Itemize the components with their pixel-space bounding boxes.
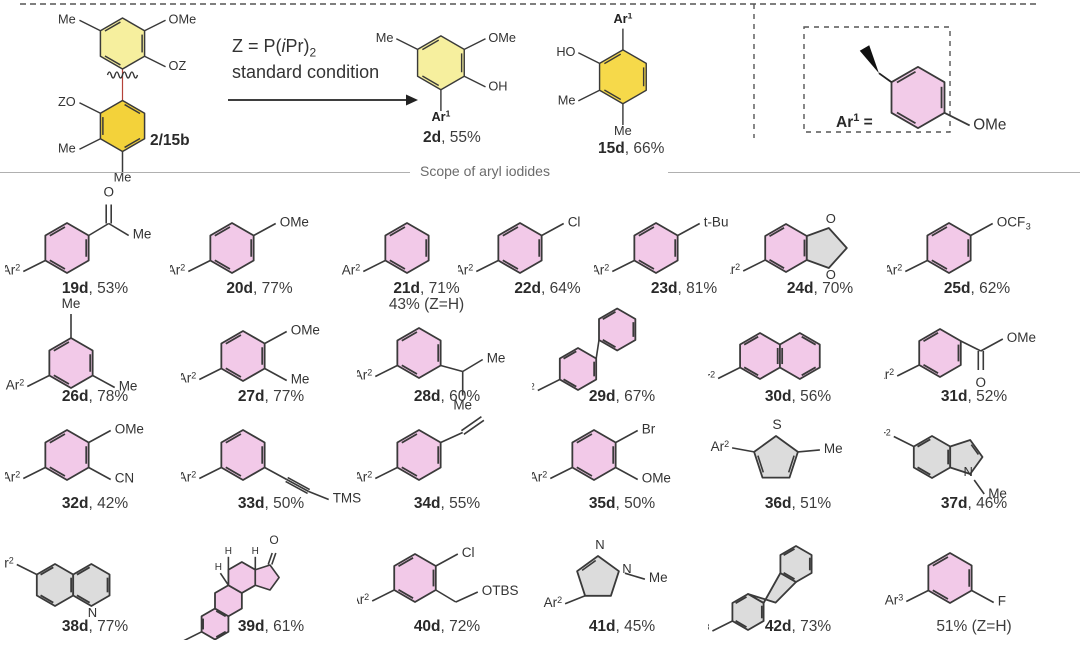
- svg-text:Me: Me: [558, 92, 576, 107]
- svg-text:Ar2: Ar2: [711, 439, 730, 454]
- svg-text:Cl: Cl: [567, 215, 580, 230]
- svg-text:Me: Me: [376, 30, 394, 45]
- svg-text:OCF: OCF: [997, 215, 1025, 230]
- svg-text:OMe: OMe: [169, 12, 197, 27]
- svg-text:OMe: OMe: [291, 323, 320, 338]
- svg-text:Cl: Cl: [462, 545, 475, 560]
- svg-text:Ar2: Ar2: [887, 263, 902, 278]
- svg-text:Me: Me: [487, 351, 506, 366]
- svg-text:S: S: [772, 416, 781, 432]
- svg-text:Me: Me: [824, 441, 843, 456]
- svg-text:OTBS: OTBS: [482, 583, 519, 598]
- svg-text:Ar2: Ar2: [181, 470, 196, 485]
- svg-text:Ar2: Ar2: [181, 371, 196, 386]
- svg-text:N: N: [595, 537, 604, 552]
- svg-text:Ar2: Ar2: [170, 263, 185, 278]
- svg-text:Ar2: Ar2: [532, 470, 547, 485]
- svg-text:Ar2: Ar2: [884, 367, 894, 382]
- svg-text:O: O: [826, 211, 836, 226]
- svg-text:Me: Me: [58, 12, 76, 27]
- svg-text:F: F: [998, 594, 1006, 609]
- svg-text:Ar1: Ar1: [613, 13, 632, 26]
- svg-text:Ar2: Ar2: [884, 428, 891, 443]
- svg-text:CN: CN: [115, 471, 135, 486]
- svg-text:Me: Me: [291, 372, 310, 387]
- svg-text:Me: Me: [133, 227, 152, 242]
- svg-text:Ar2: Ar2: [594, 263, 609, 278]
- svg-text:OH: OH: [488, 78, 507, 93]
- svg-text:Ar2: Ar2: [357, 470, 372, 485]
- svg-text:Me: Me: [62, 296, 81, 311]
- svg-text:H: H: [225, 546, 232, 557]
- svg-text:O: O: [103, 185, 114, 200]
- svg-text:Me: Me: [58, 141, 76, 156]
- svg-text:Ar2: Ar2: [5, 263, 20, 278]
- svg-text:Ar2: Ar2: [341, 263, 360, 278]
- svg-text:Ar2: Ar2: [730, 262, 740, 277]
- svg-text:Ar2: Ar2: [708, 370, 715, 385]
- svg-text:Ar3: Ar3: [885, 593, 904, 608]
- svg-text:Br: Br: [642, 422, 656, 437]
- svg-text:H: H: [252, 546, 259, 557]
- svg-text:Ar2: Ar2: [5, 470, 20, 485]
- svg-text:Ar1: Ar1: [431, 109, 450, 124]
- svg-text:OMe: OMe: [488, 30, 516, 45]
- svg-text:Me: Me: [649, 570, 668, 585]
- svg-text:Ar2: Ar2: [458, 263, 473, 278]
- svg-text:Me: Me: [614, 123, 632, 138]
- svg-text:Ar2: Ar2: [5, 556, 14, 571]
- svg-text:O: O: [269, 533, 278, 547]
- svg-text:HO: HO: [556, 44, 575, 59]
- svg-text:t-Bu: t-Bu: [704, 215, 729, 230]
- svg-text:OMe: OMe: [1007, 330, 1036, 345]
- svg-text:3: 3: [1026, 222, 1031, 232]
- svg-text:Ar2: Ar2: [357, 368, 372, 383]
- svg-text:OZ: OZ: [169, 58, 187, 73]
- svg-text:N: N: [964, 464, 973, 479]
- svg-text:Ar2: Ar2: [544, 595, 563, 610]
- svg-text:OMe: OMe: [973, 116, 1006, 133]
- svg-text:OMe: OMe: [279, 215, 308, 230]
- svg-text:Ar2: Ar2: [357, 592, 369, 607]
- svg-text:H: H: [215, 562, 222, 573]
- svg-text:OMe: OMe: [115, 422, 144, 437]
- svg-text:OMe: OMe: [642, 471, 671, 486]
- svg-text:ZO: ZO: [58, 94, 76, 109]
